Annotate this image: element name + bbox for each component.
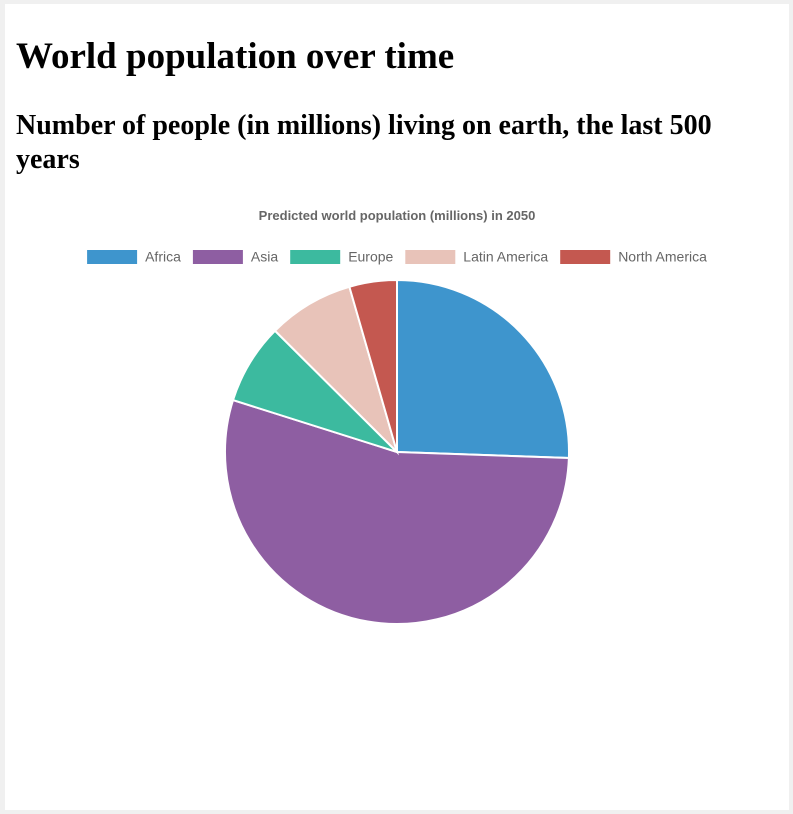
page-title: World population over time: [16, 36, 455, 77]
pie-chart: Predicted world population (millions) in…: [87, 208, 707, 625]
legend-swatch: [290, 250, 341, 264]
legend-label: Europe: [348, 249, 393, 265]
legend-swatch: [87, 250, 138, 264]
pie-slice-asia[interactable]: [224, 398, 570, 625]
legend-label: Latin America: [463, 249, 548, 265]
legend-item-europe[interactable]: Europe: [290, 249, 394, 265]
page-subtitle: Number of people (in millions) living on…: [16, 110, 712, 175]
legend-label: Asia: [251, 249, 278, 265]
legend-item-north-america[interactable]: North America: [560, 249, 707, 265]
pie-slice-north-america[interactable]: [348, 278, 398, 453]
legend-swatch: [192, 250, 243, 264]
legend-item-asia[interactable]: Asia: [192, 249, 278, 265]
legend-item-latin-america[interactable]: Latin America: [405, 249, 548, 265]
legend-label: Africa: [145, 249, 181, 265]
legend-item-africa[interactable]: Africa: [87, 249, 181, 265]
pie-slice-africa[interactable]: [396, 278, 570, 460]
pie-slices: [224, 278, 570, 625]
chart-title: Predicted world population (millions) in…: [259, 208, 536, 223]
legend-swatch: [405, 250, 456, 264]
page: World population over time Number of peo…: [5, 4, 789, 810]
chart-legend: Africa Asia Europe Latin America North Ameri…: [87, 249, 707, 265]
legend-swatch: [560, 250, 611, 264]
legend-label: North America: [618, 249, 707, 265]
